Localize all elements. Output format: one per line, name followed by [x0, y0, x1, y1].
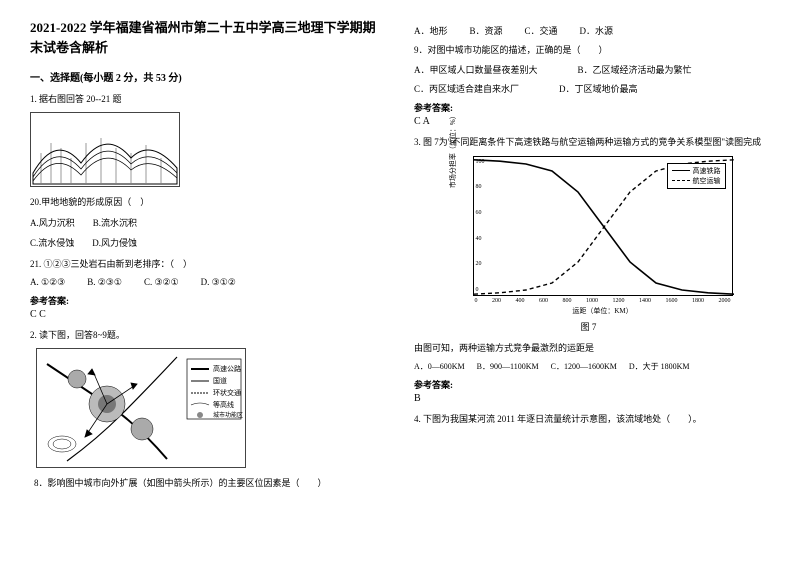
- q21-b: B. ②③①: [87, 277, 122, 288]
- q2-8-options: A．地形 B．资源 C．交通 D．水源: [414, 24, 763, 37]
- q20-text: 20.甲地地貌的形成原因（ ）: [30, 195, 379, 209]
- q3-sub: 由图可知，两种运输方式竞争最激烈的运距是: [414, 341, 763, 355]
- legend-dash-icon: [672, 180, 690, 181]
- city-map-figure: 高速公路 国道 环状交通 等高线 城市功能区: [36, 348, 246, 468]
- right-column: A．地形 B．资源 C．交通 D．水源 9．对图中城市功能区的描述，正确的是（ …: [414, 18, 763, 543]
- geology-figure: [30, 112, 180, 187]
- q21-options: A. ①②③ B. ②③① C. ③②① D. ③①②: [30, 277, 379, 288]
- q2-9-options-row2: C．丙区域适合建自来水厂 D．丁区域地价最高: [414, 82, 763, 95]
- q20-d-label: D.风力侵蚀: [92, 238, 137, 248]
- legend-dash-label: 航空运输: [693, 176, 721, 186]
- answer-label-1: 参考答案:: [30, 294, 379, 307]
- q28-c: C．交通: [525, 24, 558, 37]
- q21-a: A. ①②③: [30, 277, 65, 288]
- section-1-head: 一、选择题(每小题 2 分，共 53 分): [30, 69, 379, 84]
- q21-c: C. ③②①: [144, 277, 179, 288]
- legend-5: 城市功能区: [213, 411, 243, 419]
- q1-intro: 1. 据右图回答 20--21 题: [30, 92, 379, 106]
- legend-1: 高速公路: [213, 364, 241, 373]
- q3-d: D．大于 1800KM: [629, 361, 690, 372]
- q3-a: A．0—600KM: [414, 361, 465, 372]
- exam-title: 2021-2022 学年福建省福州市第二十五中学高三地理下学期期末试卷含解析: [30, 18, 379, 57]
- q2-9-text: 9．对图中城市功能区的描述，正确的是（ ）: [414, 43, 763, 57]
- q29-b: B．乙区域经济活动最为繁忙: [578, 63, 692, 76]
- q2-9-options-row1: A．甲区域人口数量昼夜差别大 B．乙区域经济活动最为繁忙: [414, 63, 763, 76]
- q3-options: A．0—600KM B．900—1100KM C．1200—1600KM D．大…: [414, 361, 763, 372]
- q4-text: 4. 下图为我国某河流 2011 年逐日流量统计示意图，该流域地处（ ）。: [414, 412, 763, 426]
- q29-d: D．丁区域地价最高: [559, 82, 638, 95]
- q28-a: A．地形: [414, 24, 448, 37]
- legend-solid-icon: [672, 170, 690, 171]
- q28-b: B．资源: [470, 24, 503, 37]
- q28-d: D．水源: [580, 24, 614, 37]
- x-ticks: 0200400600800100012001400160018002000: [473, 298, 733, 304]
- answer-label-3: 参考答案:: [414, 378, 763, 391]
- y-axis-label: 市场分担率（单位：%）: [448, 112, 458, 188]
- q20-b-label: B.流水沉积: [93, 218, 137, 228]
- city-map-svg: 高速公路 国道 环状交通 等高线 城市功能区: [37, 349, 245, 467]
- q2-intro: 2. 读下图，回答8~9题。: [30, 328, 379, 342]
- q20-opt-c: C.流水侵蚀 D.风力侵蚀: [30, 236, 379, 250]
- chart-caption: 图 7: [414, 320, 763, 333]
- legend-4: 等高线: [213, 400, 234, 409]
- q3-intro: 3. 图 7为"不同距离条件下高速铁路与航空运输两种运输方式的竞争关系模型图"读…: [414, 135, 763, 149]
- q20-c-label: C.流水侵蚀: [30, 238, 74, 248]
- legend-2: 国道: [213, 376, 227, 385]
- q29-a: A．甲区域人口数量昼夜差别大: [414, 63, 538, 76]
- q20-opt-a: A.风力沉积 B.流水沉积: [30, 216, 379, 230]
- answer-1: C C: [30, 309, 379, 320]
- answer-3: B: [414, 393, 763, 404]
- q21-d: D. ③①②: [201, 277, 236, 288]
- answer-label-2: 参考答案:: [414, 101, 763, 114]
- answer-2: C A: [414, 116, 763, 127]
- q3-c: C．1200—1600KM: [551, 361, 617, 372]
- q3-b: B．900—1100KM: [477, 361, 539, 372]
- legend-3: 环状交通: [213, 388, 241, 397]
- q2-8-text: 8．影响图中城市向外扩展（如图中箭头所示）的主要区位因素是（ ）: [30, 476, 379, 490]
- left-column: 2021-2022 学年福建省福州市第二十五中学高三地理下学期期末试卷含解析 一…: [30, 18, 379, 543]
- x-axis-label: 运距（单位：KM）: [442, 306, 763, 316]
- q29-c: C．丙区域适合建自来水厂: [414, 82, 519, 95]
- q20-a-label: A.风力沉积: [30, 218, 75, 228]
- competition-chart: 100806040200 市场分担率（单位：%） 高速铁路 航空运输: [473, 156, 733, 296]
- q21-text: 21. ①②③三处岩石由新到老排序：（ ）: [30, 257, 379, 271]
- chart-legend: 高速铁路 航空运输: [667, 163, 726, 189]
- legend-solid-label: 高速铁路: [693, 166, 721, 176]
- geology-svg: [31, 113, 179, 186]
